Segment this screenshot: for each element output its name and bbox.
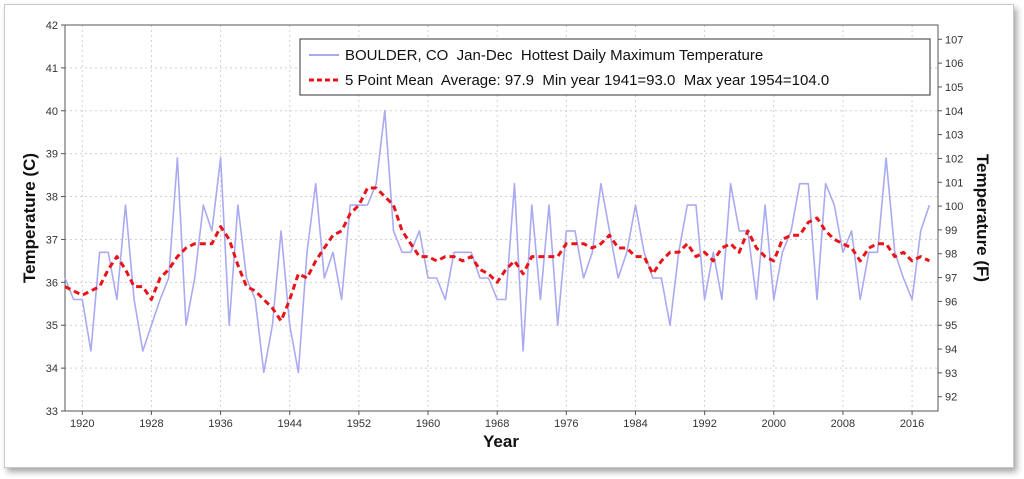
left-tick-label: 36 [46, 277, 58, 289]
right-axis-title: Temperature (F) [973, 154, 992, 282]
right-tick-label: 96 [945, 296, 957, 308]
x-axis-title: Year [483, 432, 519, 451]
right-tick-label: 102 [945, 153, 963, 165]
right-tick-label: 99 [945, 225, 957, 237]
right-tick-label: 101 [945, 177, 963, 189]
right-tick-label: 97 [945, 273, 957, 285]
left-tick-label: 37 [46, 234, 58, 246]
right-tick-label: 103 [945, 130, 963, 142]
x-tick-label: 2008 [831, 418, 855, 430]
x-axis-ticks: 1920 1928 1936 1944 1952 1960 1968 1976 1984 1992… [70, 411, 924, 430]
x-tick-label: 1960 [416, 418, 440, 430]
left-tick-label: 39 [46, 149, 58, 161]
right-tick-label: 93 [945, 368, 957, 380]
chart-frame: 33 34 35 36 37 38 39 40 41 42 92 93 94 95 96 97 98 99 100… [4, 4, 1014, 468]
x-tick-label: 1976 [554, 418, 578, 430]
right-axis-ticks: 92 93 94 95 96 97 98 99 100 101 102 103 104 105 106 107 [938, 34, 963, 404]
left-tick-label: 42 [46, 20, 58, 32]
left-axis-ticks: 33 34 35 36 37 38 39 40 41 42 [46, 20, 65, 418]
x-tick-label: 1968 [485, 418, 509, 430]
x-tick-label: 2000 [762, 418, 786, 430]
right-tick-label: 106 [945, 58, 963, 70]
x-tick-label: 1944 [277, 418, 301, 430]
x-tick-label: 1936 [208, 418, 232, 430]
right-tick-label: 92 [945, 392, 957, 404]
series-line-hottest-daily-max [64, 110, 931, 374]
x-tick-label: 2016 [900, 418, 924, 430]
series-line-5-point-mean [64, 186, 931, 323]
left-axis-title: Temperature (C) [20, 153, 39, 283]
left-tick-label: 35 [46, 320, 58, 332]
right-tick-label: 100 [945, 201, 963, 213]
x-tick-label: 1928 [139, 418, 163, 430]
left-tick-label: 40 [46, 106, 58, 118]
plot-area [64, 24, 939, 412]
right-tick-label: 107 [945, 34, 963, 46]
x-tick-label: 1952 [347, 418, 371, 430]
x-tick-label: 1920 [70, 418, 94, 430]
left-tick-label: 34 [46, 363, 58, 375]
right-tick-label: 104 [945, 106, 963, 118]
right-tick-label: 94 [945, 344, 957, 356]
legend-label-raw: BOULDER, CO Jan-Dec Hottest Daily Maximu… [345, 47, 763, 64]
legend-box [299, 38, 931, 96]
legend-label-mean: 5 Point Mean Average: 97.9 Min year 1941… [345, 72, 829, 89]
x-tick-label: 1992 [692, 418, 716, 430]
legend: BOULDER, CO Jan-Dec Hottest Daily Maximu… [299, 38, 931, 96]
series-lines [64, 110, 931, 374]
left-tick-label: 38 [46, 192, 58, 204]
x-tick-label: 1984 [623, 418, 647, 430]
right-tick-label: 105 [945, 82, 963, 94]
right-tick-label: 95 [945, 320, 957, 332]
right-tick-label: 98 [945, 249, 957, 261]
left-tick-label: 41 [46, 63, 58, 75]
line-chart: 33 34 35 36 37 38 39 40 41 42 92 93 94 95 96 97 98 99 100… [20, 20, 992, 451]
left-tick-label: 33 [46, 406, 58, 418]
